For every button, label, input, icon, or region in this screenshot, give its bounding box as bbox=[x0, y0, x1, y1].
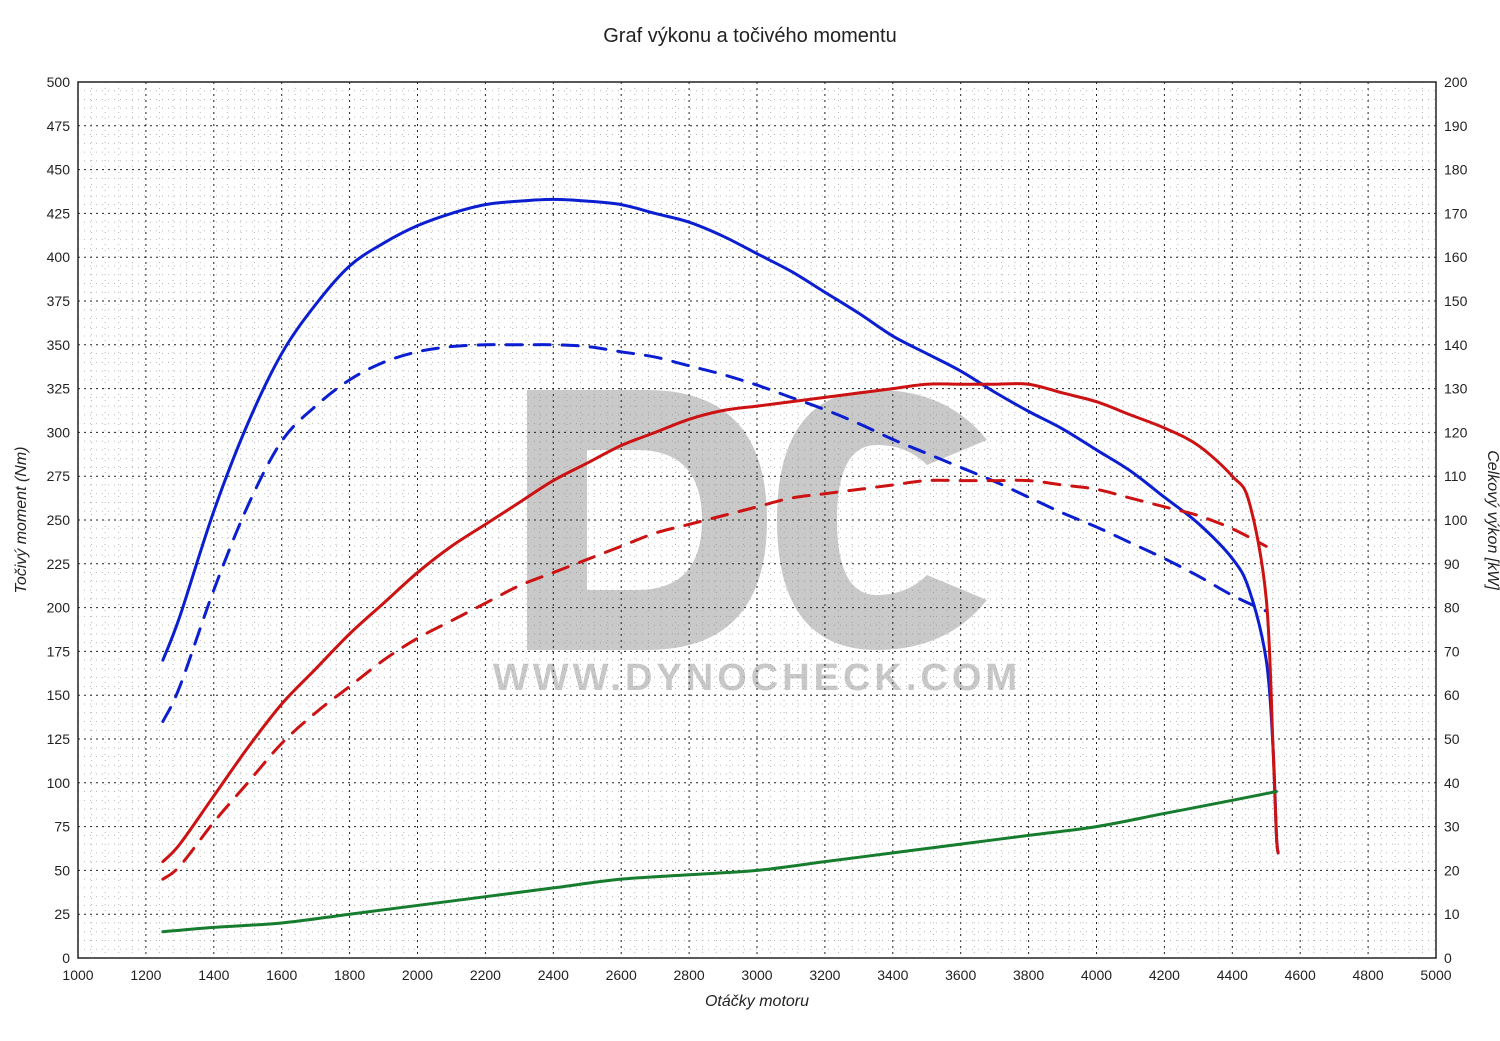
y-right-tick-label: 30 bbox=[1444, 819, 1460, 835]
y-left-tick-label: 25 bbox=[54, 906, 70, 922]
x-tick-label: 3600 bbox=[945, 967, 976, 983]
y-left-tick-label: 100 bbox=[47, 775, 71, 791]
y-right-axis-label: Celkový výkon [kW] bbox=[1484, 450, 1500, 590]
y-left-tick-label: 150 bbox=[47, 687, 71, 703]
y-right-tick-label: 10 bbox=[1444, 906, 1460, 922]
y-right-tick-label: 200 bbox=[1444, 74, 1468, 90]
y-left-tick-label: 350 bbox=[47, 337, 71, 353]
y-left-tick-label: 125 bbox=[47, 731, 71, 747]
y-right-tick-label: 160 bbox=[1444, 249, 1468, 265]
x-tick-label: 4200 bbox=[1149, 967, 1180, 983]
y-right-tick-label: 150 bbox=[1444, 293, 1468, 309]
y-left-tick-label: 375 bbox=[47, 293, 71, 309]
y-right-tick-label: 100 bbox=[1444, 512, 1468, 528]
y-right-tick-label: 180 bbox=[1444, 162, 1468, 178]
x-tick-label: 3200 bbox=[809, 967, 840, 983]
y-left-tick-label: 275 bbox=[47, 468, 71, 484]
x-tick-label: 3000 bbox=[741, 967, 772, 983]
y-right-tick-label: 0 bbox=[1444, 950, 1452, 966]
y-right-tick-label: 90 bbox=[1444, 556, 1460, 572]
y-left-tick-label: 250 bbox=[47, 512, 71, 528]
y-left-tick-label: 75 bbox=[54, 819, 70, 835]
y-left-tick-label: 50 bbox=[54, 862, 70, 878]
x-tick-label: 1800 bbox=[334, 967, 365, 983]
y-left-tick-label: 325 bbox=[47, 381, 71, 397]
y-right-tick-label: 40 bbox=[1444, 775, 1460, 791]
y-right-tick-label: 80 bbox=[1444, 600, 1460, 616]
x-tick-label: 4400 bbox=[1217, 967, 1248, 983]
y-left-tick-label: 475 bbox=[47, 118, 71, 134]
y-right-tick-label: 120 bbox=[1444, 424, 1468, 440]
y-left-tick-label: 225 bbox=[47, 556, 71, 572]
y-right-tick-label: 170 bbox=[1444, 205, 1468, 221]
y-right-tick-label: 110 bbox=[1444, 468, 1467, 484]
y-right-tick-label: 130 bbox=[1444, 381, 1468, 397]
y-left-tick-label: 300 bbox=[47, 424, 71, 440]
y-left-tick-label: 200 bbox=[47, 600, 71, 616]
x-axis-label: Otáčky motoru bbox=[705, 993, 809, 1010]
y-left-tick-label: 0 bbox=[62, 950, 70, 966]
x-tick-label: 2400 bbox=[538, 967, 569, 983]
y-right-tick-label: 70 bbox=[1444, 643, 1460, 659]
y-right-tick-label: 50 bbox=[1444, 731, 1460, 747]
y-right-tick-label: 190 bbox=[1444, 118, 1468, 134]
y-left-tick-label: 175 bbox=[47, 643, 71, 659]
x-tick-label: 1000 bbox=[62, 967, 93, 983]
x-tick-label: 4800 bbox=[1353, 967, 1384, 983]
y-left-tick-label: 400 bbox=[47, 249, 71, 265]
x-tick-label: 2800 bbox=[674, 967, 705, 983]
x-tick-label: 2000 bbox=[402, 967, 433, 983]
x-tick-label: 1400 bbox=[198, 967, 229, 983]
chart-title: Graf výkonu a točivého momentu bbox=[603, 25, 896, 47]
x-tick-label: 2600 bbox=[606, 967, 637, 983]
y-right-tick-label: 60 bbox=[1444, 687, 1460, 703]
x-tick-label: 2200 bbox=[470, 967, 501, 983]
y-right-tick-label: 20 bbox=[1444, 862, 1460, 878]
y-right-tick-label: 140 bbox=[1444, 337, 1468, 353]
y-left-axis-label: Točivý moment (Nm) bbox=[13, 447, 30, 594]
dyno-chart: Graf výkonu a točivého momentu WWW.DYNOC… bbox=[0, 0, 1500, 1041]
x-tick-label: 1200 bbox=[130, 967, 161, 983]
y-left-tick-label: 450 bbox=[47, 162, 71, 178]
x-tick-label: 4000 bbox=[1081, 967, 1112, 983]
x-tick-label: 3400 bbox=[877, 967, 908, 983]
x-tick-label: 4600 bbox=[1285, 967, 1316, 983]
x-tick-label: 3800 bbox=[1013, 967, 1044, 983]
y-left-tick-label: 500 bbox=[47, 74, 71, 90]
x-tick-label: 1600 bbox=[266, 967, 297, 983]
y-left-tick-label: 425 bbox=[47, 205, 71, 221]
x-tick-label: 5000 bbox=[1420, 967, 1451, 983]
